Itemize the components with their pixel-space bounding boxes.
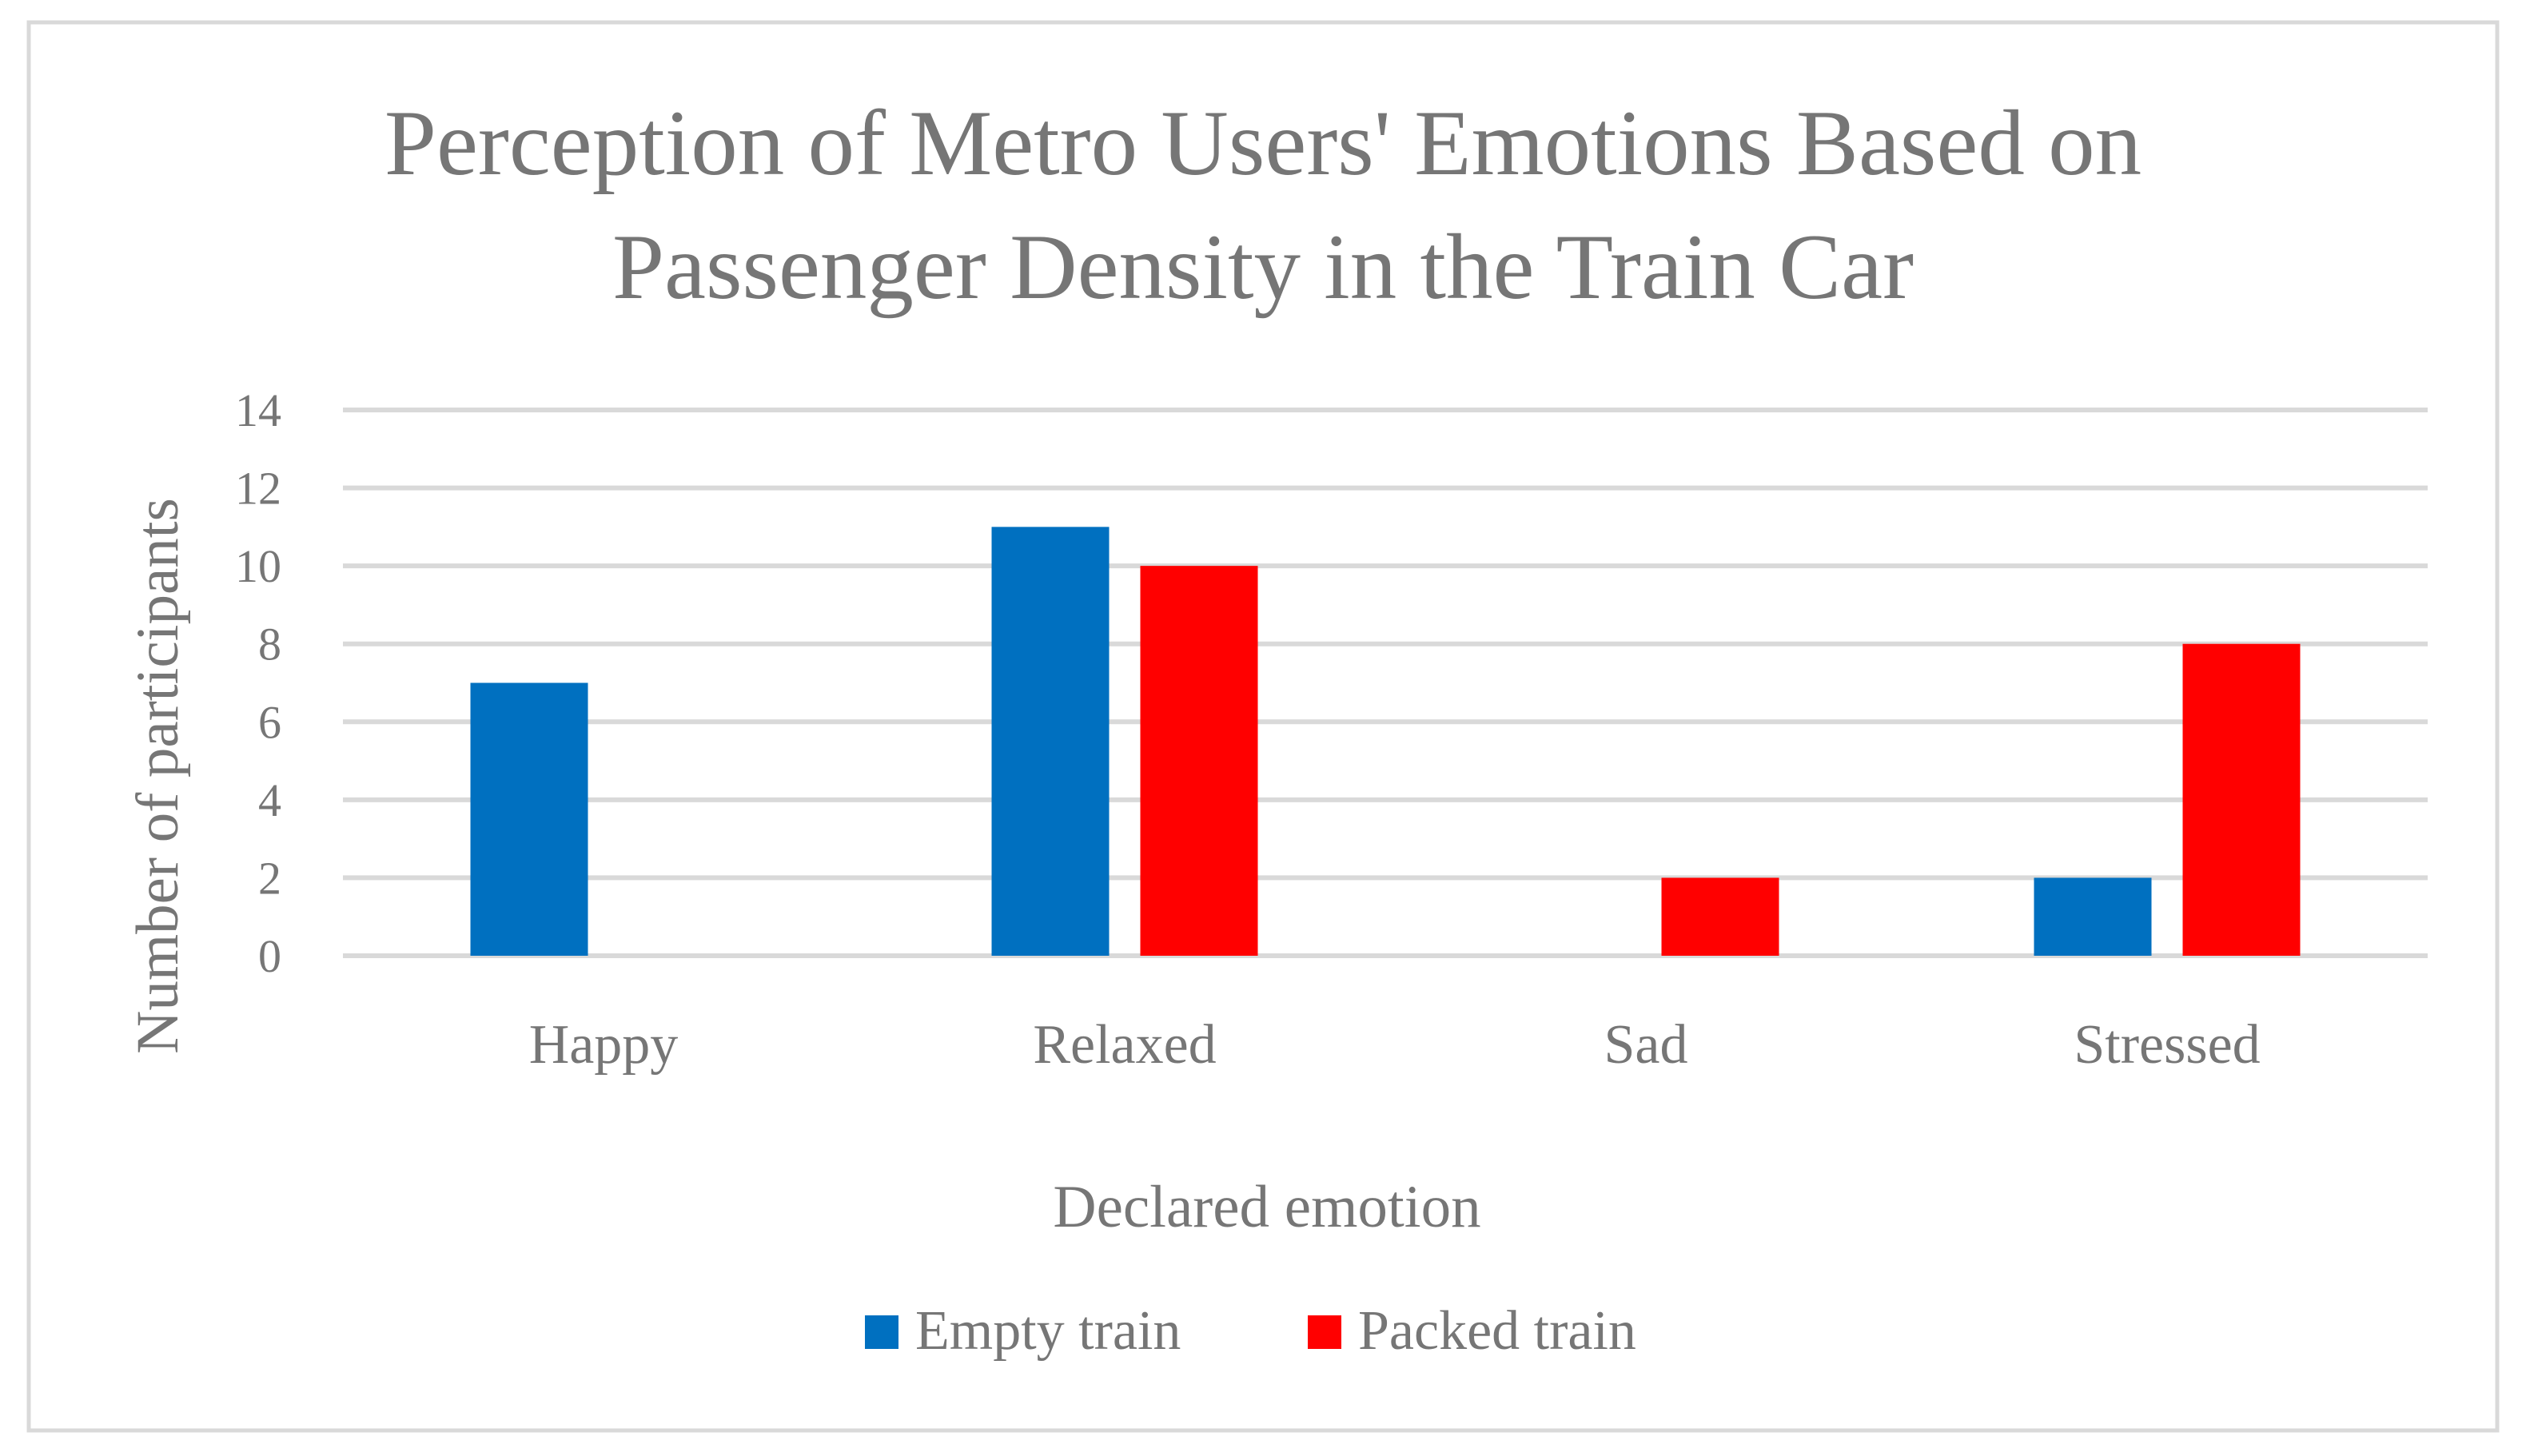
bar-packed-train-sad bbox=[1661, 877, 1779, 956]
bar-packed-train-stressed bbox=[2182, 643, 2301, 956]
chart-title-line-2: Passenger Density in the Train Car bbox=[612, 216, 1914, 319]
x-axis-title: Declared emotion bbox=[1053, 1174, 1480, 1240]
chart-border bbox=[26, 20, 2500, 1433]
x-tick-label: Happy bbox=[529, 1014, 679, 1076]
bar-empty-train-relaxed bbox=[991, 527, 1110, 956]
y-axis-title: Number of participants bbox=[125, 498, 191, 1054]
bar-packed-train-relaxed bbox=[1140, 566, 1258, 956]
y-tick-label: 6 bbox=[258, 696, 281, 748]
bar-empty-train-stressed bbox=[2034, 877, 2152, 956]
legend-swatch-empty-train bbox=[865, 1315, 898, 1349]
y-tick-label: 8 bbox=[258, 619, 281, 670]
chart-title-line-1: Perception of Metro Users' Emotions Base… bbox=[384, 92, 2142, 195]
x-tick-label: Stressed bbox=[2074, 1014, 2260, 1076]
legend-swatch-packed-train bbox=[1308, 1315, 1341, 1349]
x-tick-label: Sad bbox=[1604, 1014, 1688, 1076]
y-tick-label: 10 bbox=[235, 540, 281, 592]
bar-empty-train-happy bbox=[470, 682, 588, 956]
y-tick-label: 0 bbox=[258, 930, 281, 982]
y-tick-label: 14 bbox=[235, 384, 281, 436]
y-tick-label: 2 bbox=[258, 852, 281, 904]
legend-label-empty-train: Empty train bbox=[915, 1300, 1181, 1362]
legend-label-packed-train: Packed train bbox=[1358, 1300, 1636, 1362]
y-tick-label: 4 bbox=[258, 774, 281, 826]
legend: Empty train Packed train bbox=[865, 1300, 1636, 1362]
x-tick-label: Relaxed bbox=[1033, 1014, 1216, 1076]
y-tick-label: 12 bbox=[235, 463, 281, 515]
